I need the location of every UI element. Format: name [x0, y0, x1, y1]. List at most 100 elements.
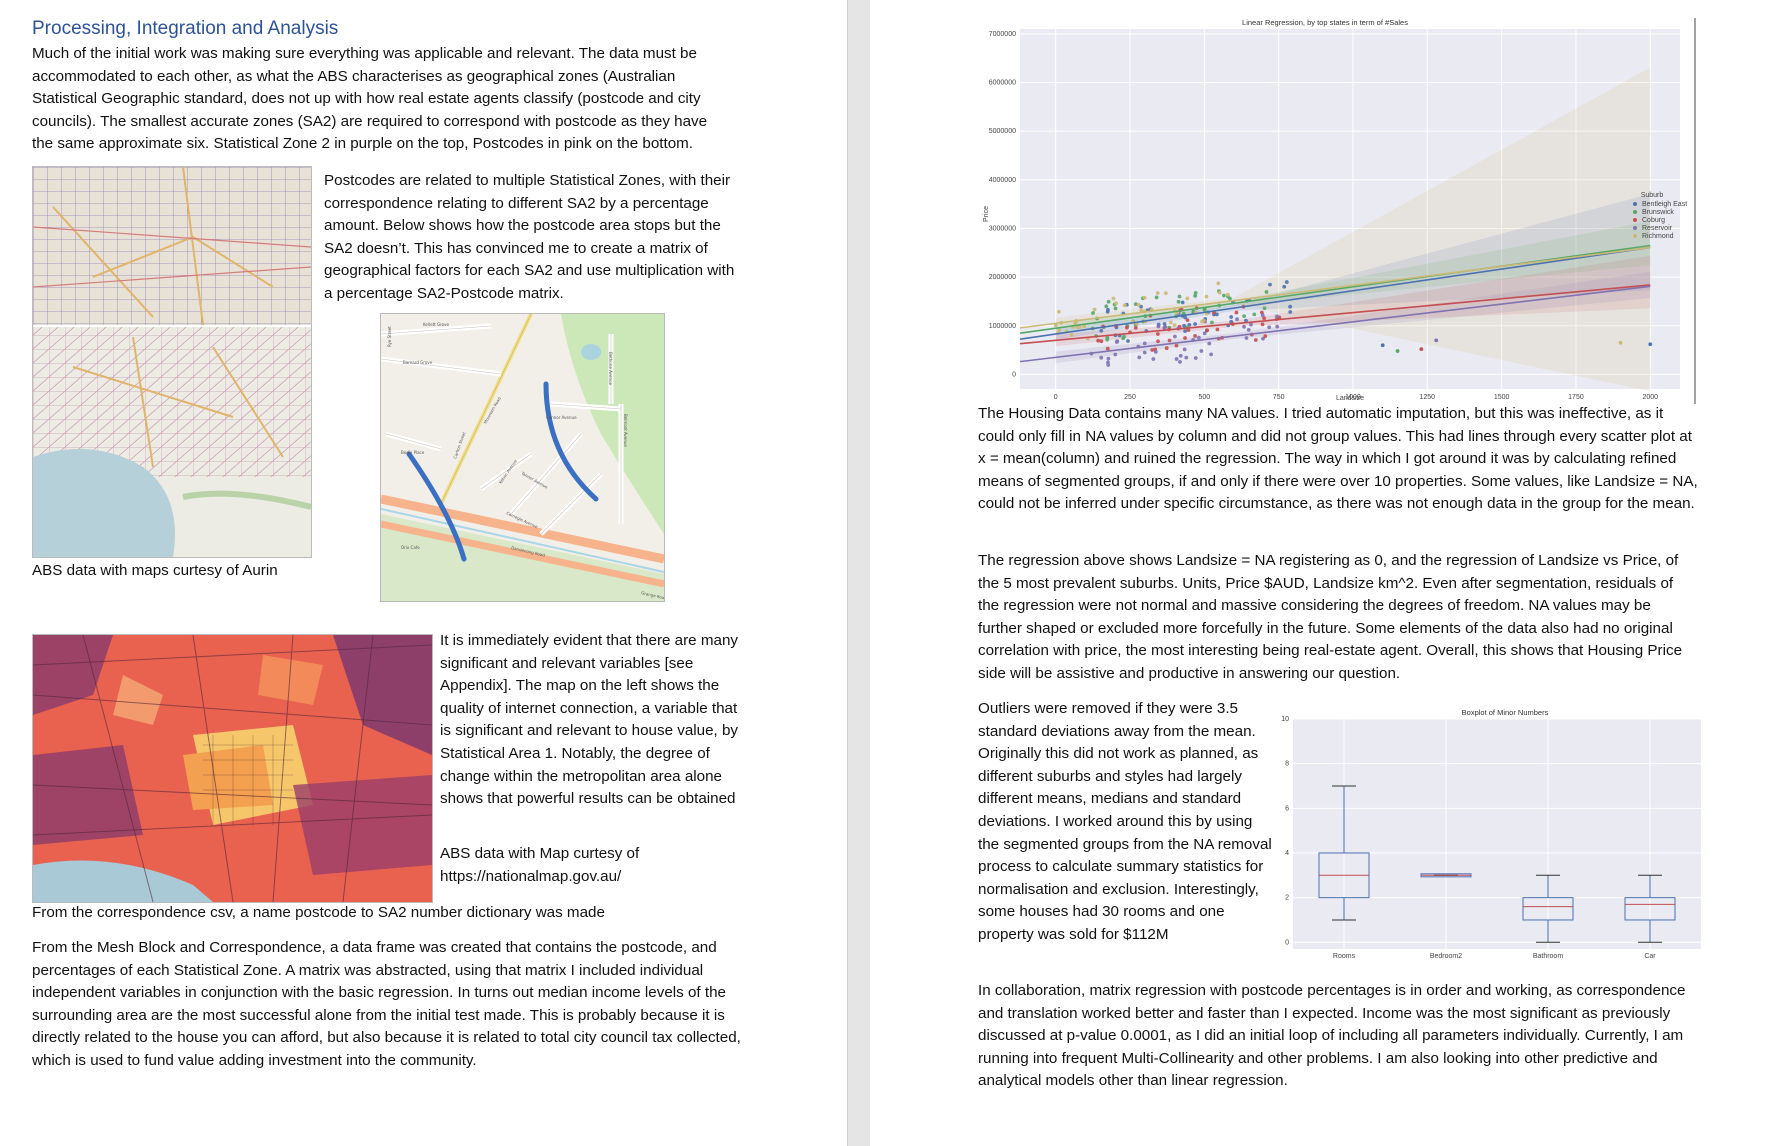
dataframe-paragraph: From the Mesh Block and Correspondence, …: [32, 939, 741, 1069]
scatter-point: [1091, 311, 1095, 315]
scatter-point: [1221, 293, 1226, 298]
scatter-point: [1184, 355, 1189, 360]
scatter-point: [1275, 324, 1280, 329]
right-page: Linear Regression, by top states in term…: [870, 0, 1772, 1146]
scatter-point: [1217, 290, 1222, 295]
scatter-point: [1242, 314, 1247, 319]
chart-title: Linear Regression, by top states in term…: [1242, 18, 1408, 27]
scatter-point: [1229, 315, 1234, 319]
scatter-point: [1151, 357, 1156, 361]
scatter-point: [1113, 352, 1118, 357]
x-tick-label: 2000: [1642, 394, 1658, 401]
street-label: Rye Street: [387, 326, 392, 347]
regression-line: [1019, 285, 1651, 363]
scatter-point: [1182, 347, 1187, 352]
scatter-point: [1057, 309, 1061, 314]
boxplot-chart-svg: Boxplot of Minor Numbers 0 2 4 6 8 10 Rooms Bed…: [1281, 708, 1701, 960]
x-tick-label: 1750: [1568, 394, 1584, 401]
scatter-point: [1183, 315, 1188, 320]
scatter-point: [1260, 313, 1265, 318]
regression-chart: Linear Regression, by top states in term…: [980, 16, 1700, 404]
y-tick-label: 4000000: [989, 177, 1016, 184]
scatter-point: [1252, 312, 1257, 317]
scatter-point: [1174, 357, 1179, 361]
page-gutter: [847, 0, 871, 1146]
scatter-point: [1082, 324, 1087, 329]
street-label: Bodie Place: [401, 450, 425, 455]
scatter-point: [1092, 307, 1097, 312]
scatter-point: [1075, 325, 1080, 330]
scatter-point: [1234, 310, 1239, 315]
street-map-image: Kellett Grove Barnard Grove Mountain Roa…: [380, 313, 665, 602]
regression-paragraph: The regression above shows Landsize = NA…: [978, 552, 1683, 682]
legend-marker: [1633, 202, 1637, 206]
scatter-point: [1648, 342, 1653, 347]
scatter-point: [1207, 341, 1212, 346]
boxplot-category-label: Bathroom: [1533, 953, 1564, 960]
scatter-point: [1193, 334, 1197, 338]
legend-marker: [1633, 210, 1637, 214]
scatter-point: [1185, 296, 1190, 301]
scatter-point: [1106, 356, 1111, 361]
section-heading: Processing, Integration and Analysis: [32, 18, 339, 39]
x-axis-label: Landsize: [1336, 395, 1364, 402]
street-label: Kellett Grove: [423, 322, 449, 327]
scatter-point: [1155, 291, 1160, 295]
scatter-point: [1142, 295, 1147, 300]
x-tick-label: 1250: [1420, 394, 1436, 401]
scatter-point: [1156, 324, 1161, 329]
confidence-band: [1055, 221, 1651, 335]
y-tick-label: 7000000: [989, 31, 1016, 38]
na-values-paragraph: The Housing Data contains many NA values…: [978, 405, 1698, 513]
scatter-point: [1099, 339, 1104, 344]
scatter-point: [1204, 294, 1209, 299]
regression-line: [1019, 284, 1651, 345]
legend-label: Bentleigh East: [1642, 201, 1687, 208]
scatter-point: [1185, 318, 1190, 323]
map-poi-label: Orix Cafe: [401, 545, 420, 550]
scatter-point: [1246, 327, 1251, 332]
scatter-point: [1122, 303, 1127, 308]
scatter-point: [1136, 303, 1141, 307]
scatter-point: [1275, 314, 1279, 319]
scatter-point: [1142, 350, 1147, 355]
boxplot-y-tick-label: 6: [1285, 805, 1289, 812]
scatter-point: [1177, 294, 1182, 299]
scatter-point: [1096, 338, 1101, 343]
legend-marker: [1633, 234, 1637, 238]
boxplot-chart: Boxplot of Minor Numbers 0 2 4 6 8 10 Rooms Bed…: [1278, 705, 1718, 960]
scatter-point: [1261, 336, 1265, 341]
scatter-point: [1227, 296, 1232, 301]
x-tick-label: 250: [1124, 394, 1136, 401]
boxplot-y-tick-label: 8: [1285, 761, 1289, 768]
confidence-band: [1055, 67, 1651, 392]
scatter-point: [1053, 323, 1058, 328]
scatter-point: [1187, 322, 1192, 327]
scatter-point: [1106, 307, 1110, 312]
scatter-point: [1155, 332, 1160, 336]
scatter-point: [1284, 280, 1289, 284]
scatter-point: [1104, 304, 1109, 309]
scatter-point: [1183, 329, 1187, 334]
scatter-point: [1199, 349, 1204, 353]
legend-marker: [1633, 218, 1637, 222]
scatter-point: [1173, 334, 1177, 339]
scatter-point: [1434, 338, 1439, 343]
left-page: Processing, Integration and Analysis Muc…: [0, 0, 847, 1146]
street-map-svg: Kellett Grove Barnard Grove Mountain Roa…: [381, 314, 664, 601]
internet-quality-map-image: [32, 634, 433, 903]
x-tick-label: 750: [1273, 394, 1285, 401]
regression-line: [1019, 246, 1651, 329]
legend-title: Suburb: [1641, 192, 1664, 199]
dictionary-paragraph: From the correspondence csv, a name post…: [32, 904, 605, 921]
legend-label: Brunswick: [1642, 209, 1674, 216]
scatter-point: [1235, 317, 1239, 322]
scatter-point: [1133, 325, 1138, 330]
scatter-point: [1268, 282, 1272, 287]
street-label: Grange Road: [641, 590, 664, 601]
scatter-point: [1099, 328, 1104, 333]
scatter-point: [1156, 339, 1160, 344]
y-tick-label: 0: [1012, 371, 1016, 378]
scatter-point: [1210, 320, 1214, 325]
scatter-point: [1288, 304, 1293, 309]
